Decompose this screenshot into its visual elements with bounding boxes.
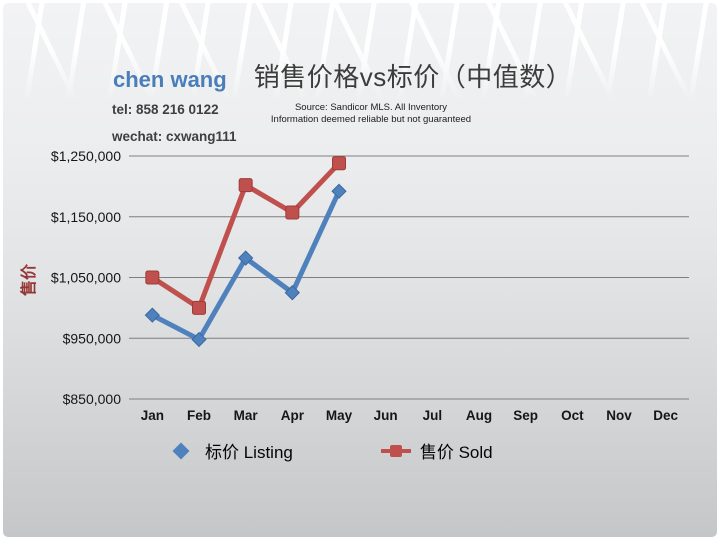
agent-name: chen wang bbox=[113, 67, 227, 92]
x-tick-label: Dec bbox=[653, 408, 678, 423]
x-tick-label: Jan bbox=[141, 408, 164, 423]
source-note: Source: Sandicor MLS. All Inventory Info… bbox=[256, 102, 486, 126]
y-tick-label: $950,000 bbox=[63, 330, 122, 346]
legend-item: 标价 Listing bbox=[166, 438, 293, 463]
source-line2: Information deemed reliable but not guar… bbox=[270, 114, 472, 125]
square-marker-icon bbox=[380, 443, 411, 459]
y-tick-label: $850,000 bbox=[63, 391, 122, 407]
agent-wechat: wechat: cxwang111 bbox=[112, 129, 237, 144]
chart-legend: 标价 Listing 售价 Sold bbox=[166, 438, 493, 463]
y-tick-label: $1,050,000 bbox=[51, 270, 121, 286]
data-point-diamond bbox=[191, 331, 207, 348]
data-point-square bbox=[145, 270, 160, 285]
slide-background: chen wang tel: 858 216 0122 wechat: cxwa… bbox=[3, 3, 717, 537]
line-chart: $850,000 $950,000 $1,050,000 $1,150,000 $1,2… bbox=[51, 148, 689, 423]
x-tick-label: Oct bbox=[561, 408, 584, 423]
diamond-marker-icon bbox=[166, 442, 196, 459]
source-line1: Source: Sandicor MLS. All Inventory bbox=[294, 102, 448, 113]
data-point-diamond bbox=[238, 250, 254, 266]
data-point-square bbox=[332, 156, 346, 171]
y-tick-label: $1,250,000 bbox=[51, 148, 121, 164]
x-tick-label: Mar bbox=[234, 408, 259, 423]
agent-tel: tel: 858 216 0122 bbox=[112, 102, 219, 117]
perspective-grid-pattern bbox=[3, 3, 717, 103]
chart-title: 销售价格vs标价（中值数） bbox=[253, 62, 573, 92]
data-point-diamond bbox=[284, 285, 300, 301]
legend-label: 售价 Sold bbox=[419, 443, 493, 462]
legend-item: 售价 Sold bbox=[380, 438, 493, 463]
data-point-square bbox=[285, 205, 300, 220]
x-tick-label: Apr bbox=[281, 408, 305, 423]
x-tick-label: Nov bbox=[606, 408, 632, 423]
x-tick-label: Jun bbox=[374, 408, 398, 423]
x-tick-label: May bbox=[326, 408, 353, 423]
square-shape bbox=[389, 444, 402, 457]
x-tick-label: Jul bbox=[423, 408, 443, 423]
data-point-diamond bbox=[331, 183, 347, 199]
diamond-shape bbox=[172, 442, 190, 459]
x-tick-label: Sep bbox=[513, 408, 538, 423]
data-point-diamond bbox=[144, 307, 160, 323]
x-tick-label: Aug bbox=[466, 408, 492, 423]
legend-label: 标价 Listing bbox=[205, 443, 293, 462]
x-tick-label: Feb bbox=[187, 408, 211, 423]
y-tick-label: $1,150,000 bbox=[51, 209, 121, 225]
data-point-square bbox=[238, 178, 253, 193]
data-point-square bbox=[192, 300, 206, 315]
